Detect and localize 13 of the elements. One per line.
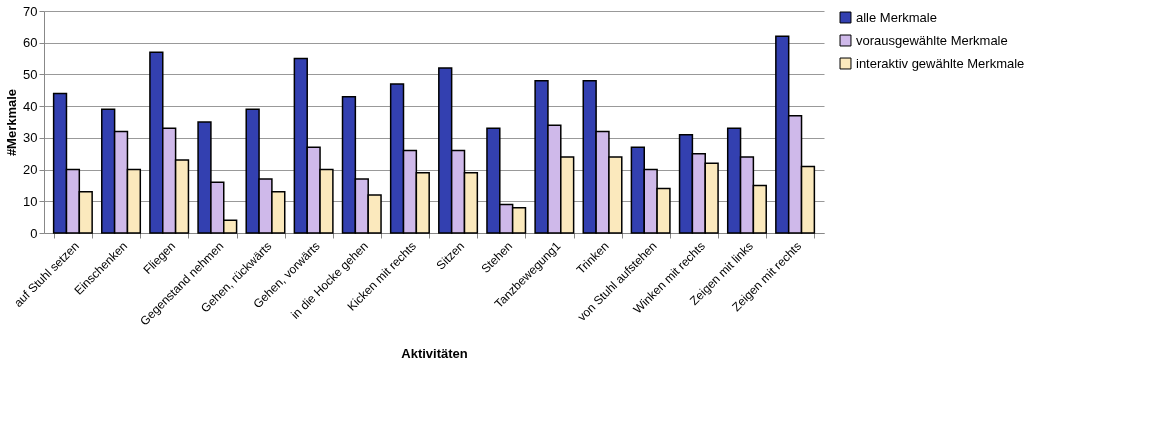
x-axis-title: Aktivitäten	[401, 345, 468, 361]
y-tick-label: 10	[23, 193, 38, 209]
y-tick-label: 70	[23, 3, 38, 19]
y-axis-title: #Merkmale	[4, 88, 20, 157]
y-tick-label: 40	[23, 98, 38, 114]
y-tick-label: 20	[23, 162, 38, 178]
legend-label: interaktiv gewählte Merkmale	[856, 55, 1025, 71]
y-tick-label: 0	[30, 225, 38, 241]
y-tick-label: 50	[23, 66, 38, 82]
legend-label: alle Merkmale	[856, 9, 937, 25]
legend-label: vorausgewählte Merkmale	[856, 32, 1008, 48]
y-tick-label: 60	[23, 35, 38, 51]
y-tick-label: 30	[23, 130, 38, 146]
